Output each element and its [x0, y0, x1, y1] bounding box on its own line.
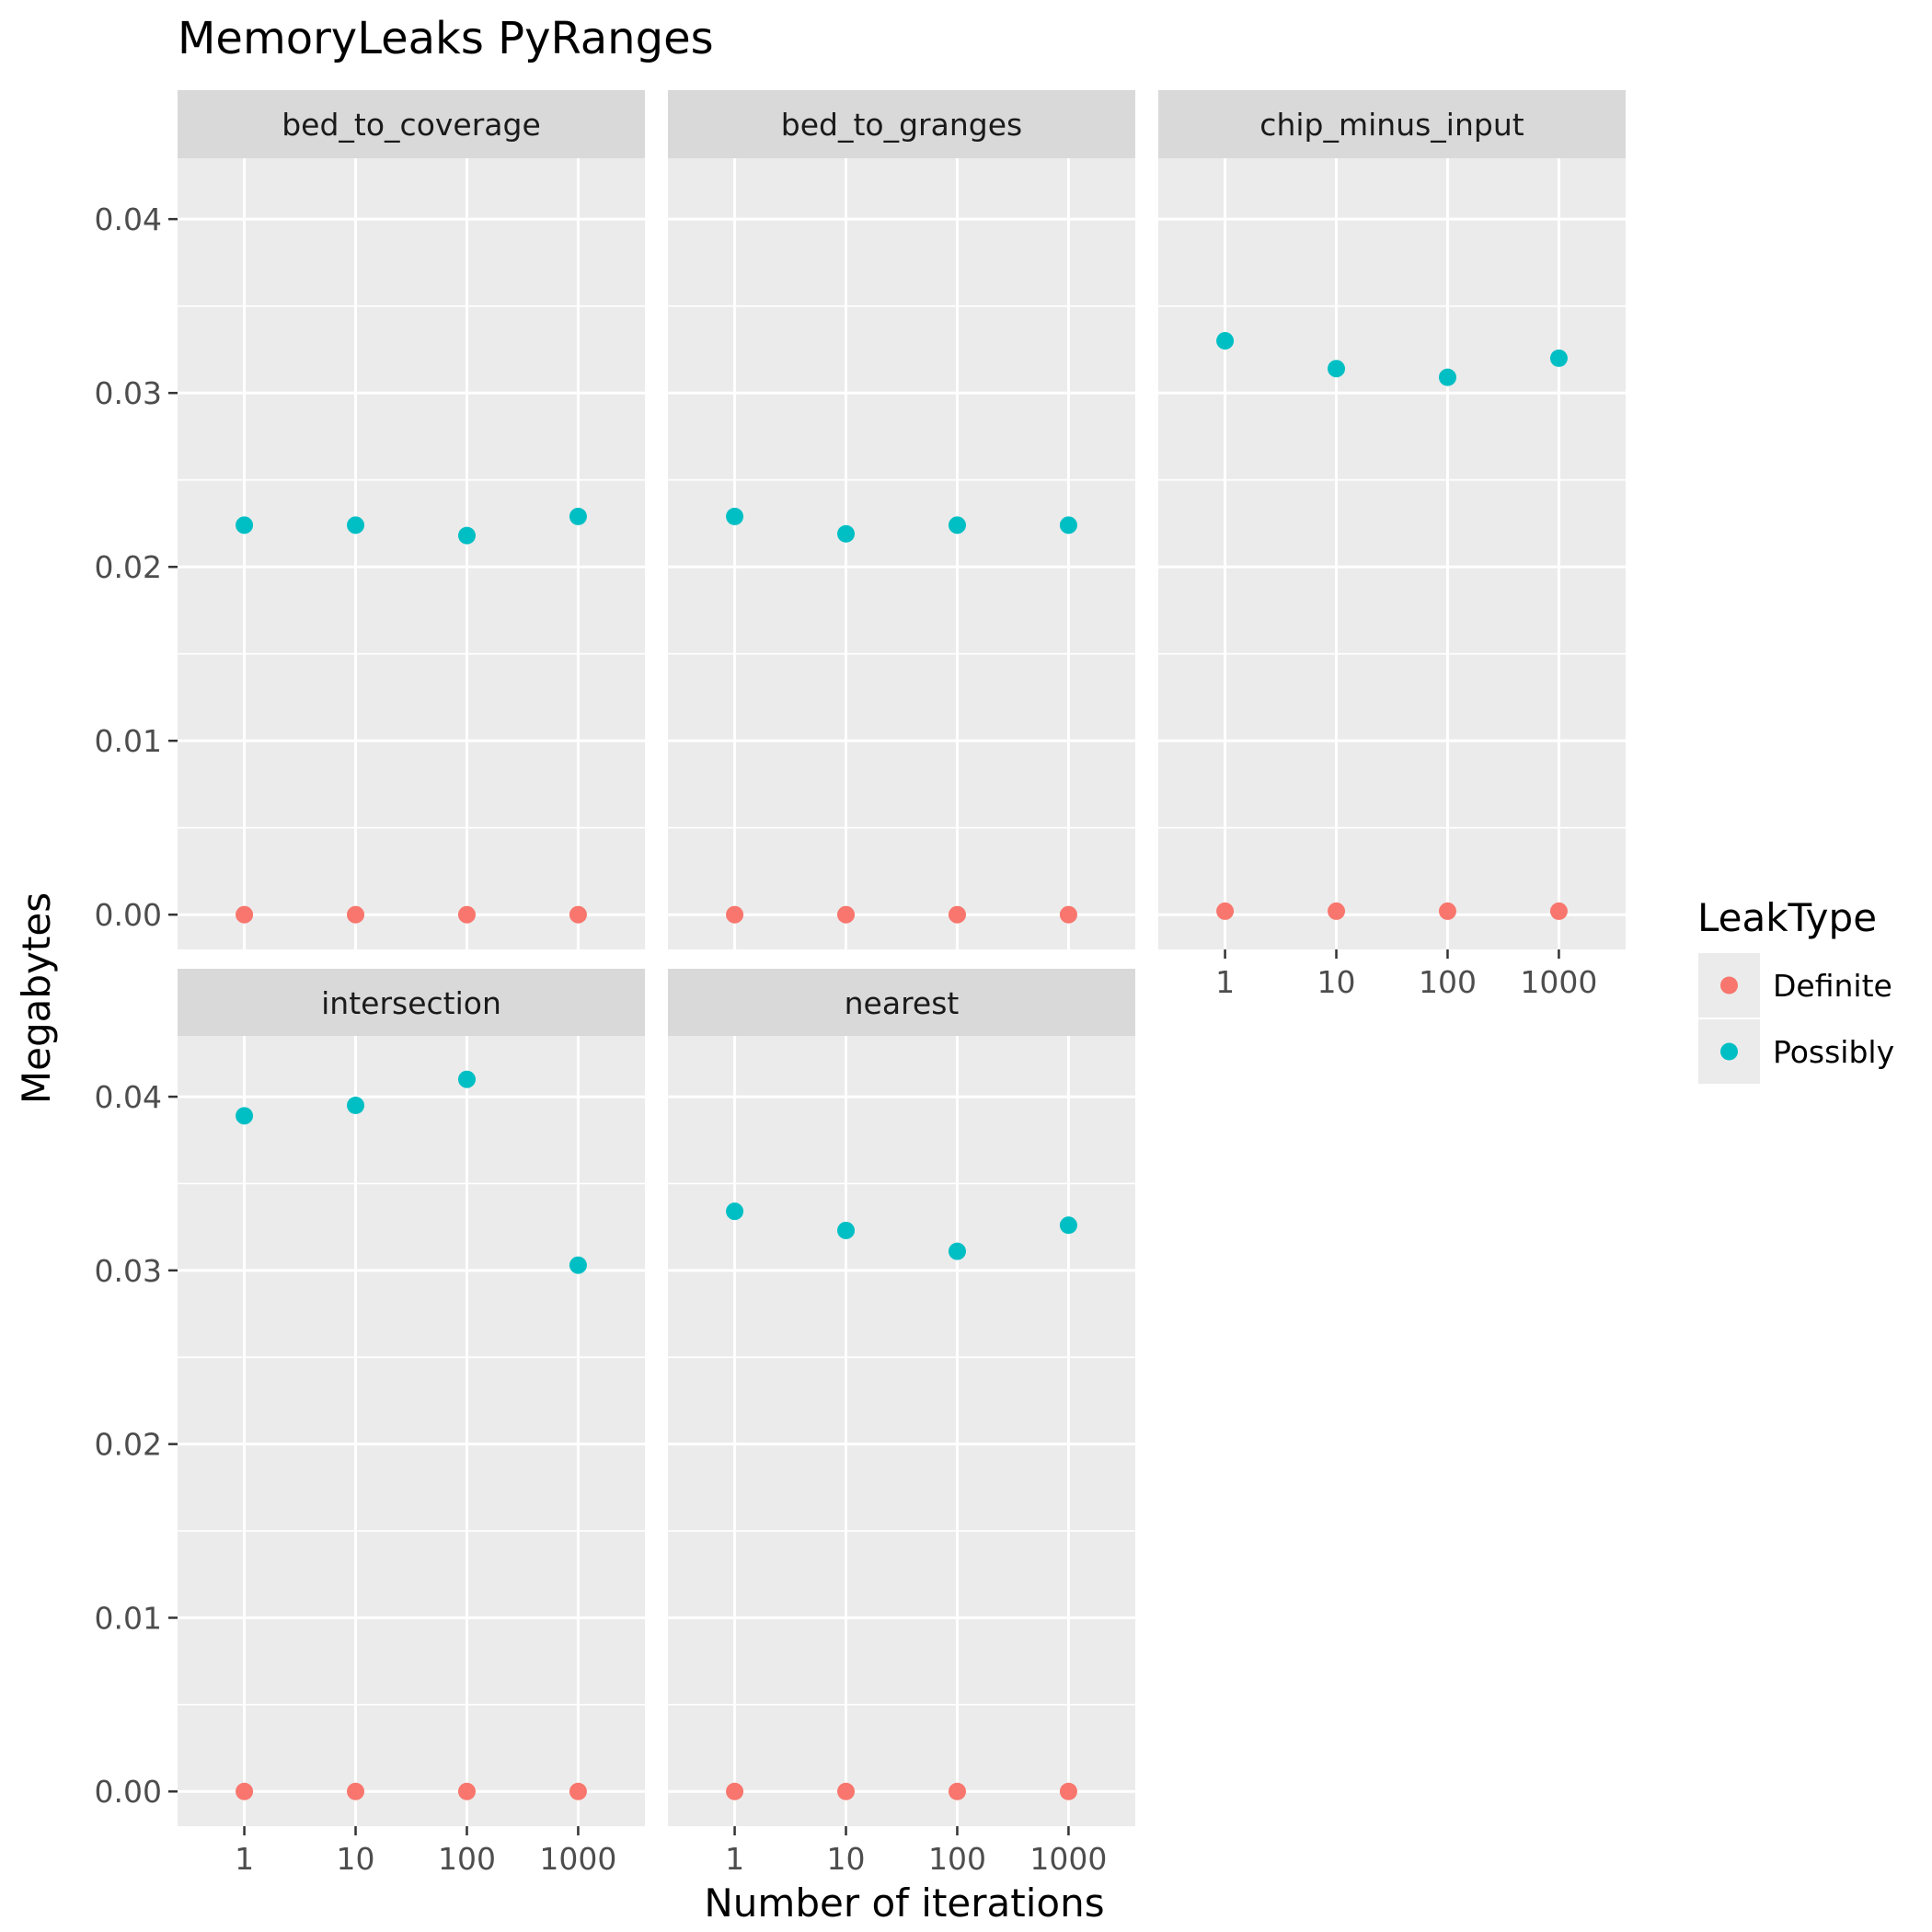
facet-panel-chip_minus_input: chip_minus_input 1 10 100 1000	[1158, 90, 1626, 1000]
facet-strip	[1158, 90, 1626, 158]
x-tick-label: 10	[1317, 964, 1356, 1000]
y-tick-label: 0.00	[95, 897, 162, 933]
x-tick-label: 100	[928, 1841, 986, 1877]
data-point-definite	[837, 905, 856, 924]
facet-strip-label: bed_to_coverage	[282, 107, 541, 143]
x-axis-title: Number of iterations	[704, 1880, 1104, 1926]
data-point-possibly	[1059, 516, 1077, 535]
data-point-possibly	[726, 507, 744, 525]
facet-strip	[668, 90, 1135, 158]
data-point-possibly	[948, 1242, 966, 1260]
x-tick-label: 10	[827, 1841, 866, 1877]
data-point-definite	[948, 1782, 966, 1800]
y-tick-label: 0.01	[95, 723, 162, 759]
data-point-possibly	[569, 1256, 587, 1274]
y-tick-label: 0.00	[95, 1774, 162, 1810]
y-tick-label: 0.02	[95, 549, 162, 585]
data-point-possibly	[347, 1097, 365, 1115]
data-point-possibly	[837, 1221, 856, 1239]
data-point-definite	[236, 1782, 254, 1800]
data-point-possibly	[1549, 349, 1568, 367]
facet-panel-nearest: nearest 1 10 100 1000	[668, 969, 1135, 1877]
data-point-possibly	[347, 516, 365, 535]
facet-panel-bed_to_coverage: bed_to_coverage 0.00 0.01 0.02 0.03 0.04	[95, 90, 645, 949]
x-tick-label: 1	[1215, 964, 1235, 1000]
legend-title: LeakType	[1697, 895, 1877, 940]
data-point-definite	[236, 905, 254, 924]
facet-strip	[178, 90, 645, 158]
y-tick-label: 0.04	[95, 201, 162, 237]
data-point-definite	[948, 905, 966, 924]
y-tick-label: 0.02	[95, 1427, 162, 1463]
y-tick-label: 0.01	[95, 1600, 162, 1636]
data-point-definite	[726, 1782, 744, 1800]
y-axis-title: Megabytes	[14, 892, 59, 1104]
x-tick-label: 1000	[1520, 964, 1597, 1000]
data-point-definite	[569, 905, 587, 924]
data-point-possibly	[457, 1070, 476, 1088]
data-point-definite	[1328, 902, 1346, 920]
facet-panel-bed_to_granges: bed_to_granges	[668, 90, 1135, 949]
legend-key-possibly	[1696, 1018, 1762, 1086]
data-point-possibly	[1328, 360, 1346, 378]
x-tick-label: 100	[438, 1841, 496, 1877]
legend-swatch-definite	[1720, 976, 1738, 995]
facet-strip-label: nearest	[845, 985, 960, 1021]
facet-strip-label: bed_to_granges	[781, 107, 1022, 143]
data-point-definite	[457, 1782, 476, 1800]
data-point-definite	[726, 905, 744, 924]
data-point-definite	[569, 1782, 587, 1800]
data-point-possibly	[569, 507, 587, 525]
data-point-possibly	[948, 516, 966, 535]
y-tick-label: 0.03	[95, 375, 162, 411]
panel-background	[668, 158, 1135, 949]
x-tick-label: 1	[235, 1841, 254, 1877]
legend: LeakType Definite Possibly	[1696, 895, 1894, 1086]
facet-strip	[178, 969, 645, 1037]
data-point-definite	[1216, 902, 1235, 920]
facet-strip-label: intersection	[321, 985, 501, 1021]
data-point-definite	[1059, 1782, 1077, 1800]
panel-background	[178, 1036, 645, 1826]
data-point-definite	[1438, 902, 1456, 920]
data-point-definite	[837, 1782, 856, 1800]
data-point-definite	[457, 905, 476, 924]
data-point-possibly	[236, 1107, 254, 1125]
data-point-possibly	[1438, 368, 1456, 386]
data-point-possibly	[726, 1202, 744, 1221]
facet-panel-intersection: intersection 0.00 0.01 0.02 0.03 0.04 1 10 100 10…	[95, 969, 645, 1877]
data-point-definite	[1549, 902, 1568, 920]
data-point-possibly	[1216, 331, 1235, 350]
x-tick-label: 1000	[1029, 1841, 1107, 1877]
x-tick-label: 1	[725, 1841, 744, 1877]
legend-label-definite: Definite	[1773, 968, 1892, 1004]
data-point-possibly	[837, 524, 856, 543]
x-tick-label: 100	[1419, 964, 1477, 1000]
panel-background	[1158, 158, 1626, 949]
y-tick-label: 0.04	[95, 1079, 162, 1115]
legend-swatch-possibly	[1720, 1042, 1738, 1061]
x-tick-label: 10	[337, 1841, 375, 1877]
facet-strip	[668, 969, 1135, 1037]
data-point-definite	[347, 1782, 365, 1800]
y-tick-label: 0.03	[95, 1253, 162, 1289]
x-tick-label: 1000	[539, 1841, 616, 1877]
panel-background	[178, 158, 645, 949]
chart-title: MemoryLeaks PyRanges	[178, 13, 714, 64]
facet-panels: bed_to_coverage0.000.010.020.030.04bed_t…	[95, 90, 1626, 1877]
data-point-possibly	[236, 516, 254, 535]
data-point-possibly	[1059, 1216, 1077, 1235]
facet-strip-label: chip_minus_input	[1259, 107, 1524, 143]
data-point-definite	[347, 905, 365, 924]
legend-label-possibly: Possibly	[1773, 1034, 1894, 1070]
panel-background	[668, 1036, 1135, 1826]
data-point-definite	[1059, 905, 1077, 924]
data-point-possibly	[457, 526, 476, 545]
